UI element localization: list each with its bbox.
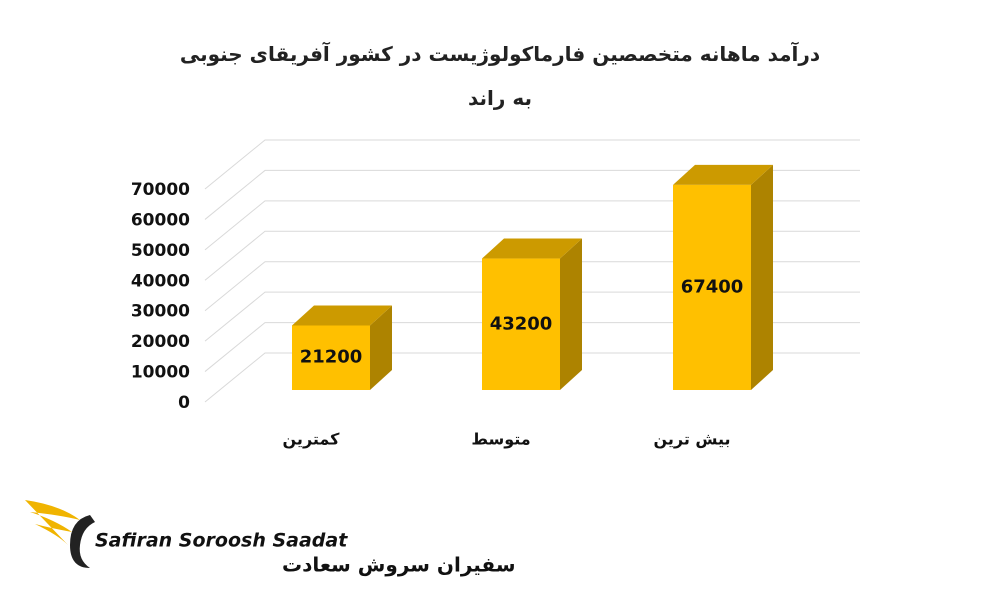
y-tick-label: 50000 bbox=[131, 241, 190, 261]
logo-fa: سفیران سروش سعادت bbox=[282, 553, 516, 577]
bar-side bbox=[560, 238, 582, 390]
bar-side bbox=[751, 164, 773, 390]
y-tick-label: 30000 bbox=[131, 302, 190, 322]
logo-bird bbox=[70, 515, 95, 568]
x-tick-label: متوسط bbox=[471, 430, 530, 449]
grid-line bbox=[204, 291, 860, 342]
grid-line bbox=[204, 261, 860, 312]
bar bbox=[292, 325, 370, 390]
grid-line bbox=[204, 322, 860, 372]
y-tick-label: 70000 bbox=[131, 180, 190, 200]
logo-wing bbox=[25, 500, 80, 545]
bar-top bbox=[292, 305, 392, 326]
grid bbox=[204, 139, 860, 403]
bar-side bbox=[370, 305, 392, 390]
y-tick-label: 40000 bbox=[131, 271, 190, 291]
x-tick-label: بیش ترین bbox=[653, 430, 730, 449]
grid-line bbox=[204, 352, 860, 403]
grid-line bbox=[204, 200, 860, 251]
chart-title: درآمد ماهانه متخصصین فارماکولوژیست در کش… bbox=[179, 42, 821, 110]
x-tick-label: کمترین bbox=[283, 430, 341, 449]
value-label: 43200 bbox=[490, 313, 553, 334]
grid-line bbox=[204, 169, 860, 220]
grid-line bbox=[204, 230, 860, 281]
y-tick-label: 60000 bbox=[131, 210, 190, 230]
value-label: 67400 bbox=[681, 276, 744, 297]
y-tick-label: 20000 bbox=[131, 332, 190, 352]
bar-top bbox=[673, 164, 773, 185]
bar bbox=[482, 258, 560, 390]
y-tick-label: 10000 bbox=[131, 363, 190, 383]
bar bbox=[673, 184, 751, 390]
logo-en: Safiran Soroosh Saadat bbox=[95, 530, 348, 552]
y-tick-label: 0 bbox=[178, 393, 190, 413]
value-label: 21200 bbox=[300, 347, 363, 368]
bar-top bbox=[482, 238, 582, 259]
grid-line bbox=[204, 139, 860, 190]
logo: Safiran Soroosh Saadat سفیران سروش سعادت bbox=[25, 500, 516, 577]
